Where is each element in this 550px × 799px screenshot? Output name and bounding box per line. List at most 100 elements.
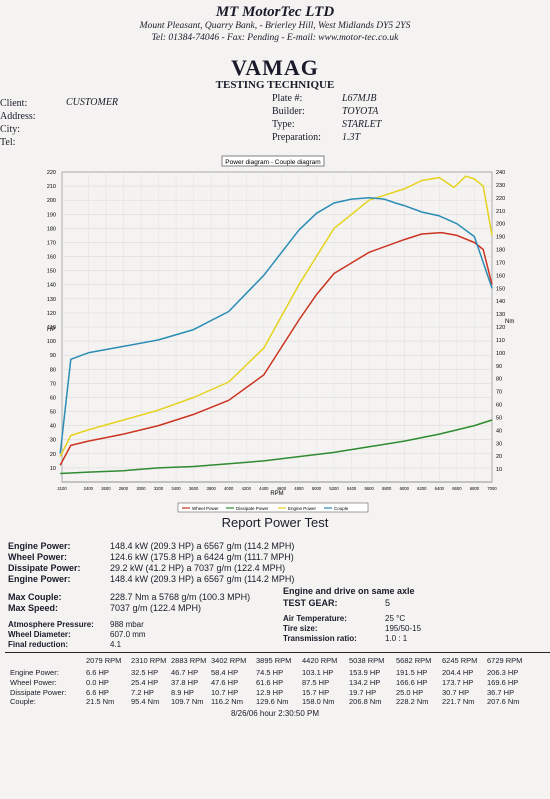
y-tick-left: 70 bbox=[50, 381, 56, 387]
y-tick-right: 140 bbox=[496, 299, 505, 305]
table-top-rule bbox=[5, 652, 550, 653]
company-name: MT MotorTec LTD bbox=[215, 4, 335, 20]
y-tick-left: 130 bbox=[47, 297, 56, 303]
x-tick: 6400 bbox=[435, 486, 445, 491]
power-chart: 10 20 30 40 50 60 70 80 90 100 110 120 130 140 150 160 1… bbox=[0, 150, 550, 515]
table-cell: 32.5 HP bbox=[131, 668, 159, 677]
preparation-value: 1.3T bbox=[342, 132, 361, 143]
x-tick: 5600 bbox=[364, 486, 374, 491]
table-cell: 47.6 HP bbox=[211, 678, 239, 687]
y-tick-right: 70 bbox=[496, 390, 502, 396]
y-tick-right: 100 bbox=[496, 351, 505, 357]
table-cell: 158.0 Nm bbox=[302, 697, 335, 706]
table-rpm-header: 3402 RPM bbox=[211, 656, 247, 665]
table-cell: 221.7 Nm bbox=[442, 697, 475, 706]
tire-size-value: 195/50-15 bbox=[385, 624, 422, 633]
y-tick-right: 170 bbox=[496, 260, 505, 266]
city-label: City: bbox=[0, 124, 21, 135]
y-tick-left: 10 bbox=[50, 466, 56, 472]
table-cell: 206.8 Nm bbox=[349, 697, 382, 706]
max-speed-value: 7037 g/m (122.4 MPH) bbox=[110, 603, 202, 613]
tel-label: Tel: bbox=[0, 137, 16, 148]
max-couple-value: 228.7 Nm a 5768 g/m (100.3 MPH) bbox=[110, 592, 251, 602]
series-line-engine-power bbox=[59, 175, 493, 457]
table-cell: 228.2 Nm bbox=[396, 697, 429, 706]
table-cell: 0.0 HP bbox=[86, 678, 109, 687]
builder-label: Builder: bbox=[272, 106, 305, 117]
x-tick: 4800 bbox=[294, 486, 304, 491]
table-row-label: Wheel Power: bbox=[10, 678, 57, 687]
table-cell: 87.5 HP bbox=[302, 678, 330, 687]
y-tick-right: 20 bbox=[496, 454, 502, 460]
engine-power-value: 148.4 kW (209.3 HP) a 6567 g/m (114.2 MP… bbox=[110, 541, 295, 551]
y-axis-label-left: HP bbox=[47, 327, 55, 333]
legend-entry: Engine Power bbox=[288, 506, 317, 511]
client-label: Client: bbox=[0, 98, 28, 109]
table-cell: 8.9 HP bbox=[171, 688, 194, 697]
table-cell: 36.7 HP bbox=[487, 688, 515, 697]
x-axis-label: RPM bbox=[270, 491, 283, 497]
y-tick-left: 40 bbox=[50, 424, 56, 430]
y-tick-left: 80 bbox=[50, 367, 56, 373]
table-row-label: Couple: bbox=[10, 697, 36, 706]
test-gear-label: TEST GEAR: bbox=[283, 598, 338, 608]
x-tick: 5000 bbox=[312, 486, 322, 491]
table-rpm-header: 2079 RPM bbox=[86, 656, 122, 665]
table-cell: 6.6 HP bbox=[86, 668, 109, 677]
table-cell: 129.6 Nm bbox=[256, 697, 289, 706]
y-tick-right: 240 bbox=[496, 170, 505, 176]
x-tick: 3000 bbox=[136, 486, 146, 491]
address-label: Address: bbox=[0, 111, 36, 122]
table-cell: 58.4 HP bbox=[211, 668, 239, 677]
x-tick: 5200 bbox=[329, 486, 339, 491]
x-tick: 3400 bbox=[171, 486, 181, 491]
tire-size-label: Tire size: bbox=[283, 624, 318, 633]
table-cell: 134.2 HP bbox=[349, 678, 381, 687]
y-tick-left: 170 bbox=[47, 240, 56, 246]
y-tick-left: 160 bbox=[47, 255, 56, 261]
table-row-label: Engine Power: bbox=[10, 668, 59, 677]
table-cell: 153.9 HP bbox=[349, 668, 381, 677]
table-rpm-header: 2310 RPM bbox=[131, 656, 167, 665]
y-axis-label-right: Nm bbox=[505, 319, 514, 325]
series-line-dissipate-power bbox=[60, 419, 493, 475]
table-cell: 103.1 HP bbox=[302, 668, 334, 677]
y-tick-left: 200 bbox=[47, 198, 56, 204]
x-tick: 6200 bbox=[417, 486, 427, 491]
company-contact: Tel: 01384-74046 - Fax: Pending - E-mail… bbox=[151, 33, 399, 43]
table-cell: 15.7 HP bbox=[302, 688, 330, 697]
table-cell: 61.6 HP bbox=[256, 678, 284, 687]
y-tick-left: 120 bbox=[47, 311, 56, 317]
x-tick: 5800 bbox=[382, 486, 392, 491]
y-tick-right: 190 bbox=[496, 235, 505, 241]
y-tick-right: 10 bbox=[496, 467, 502, 473]
preparation-label: Preparation: bbox=[272, 132, 321, 143]
table-rpm-header: 4420 RPM bbox=[302, 656, 338, 665]
report-timestamp: 8/26/06 hour 2:30:50 PM bbox=[230, 709, 320, 718]
x-tick: 2800 bbox=[119, 486, 129, 491]
table-cell: 21.5 Nm bbox=[86, 697, 115, 706]
air-temp-label: Air Temperature: bbox=[283, 614, 347, 623]
max-speed-label: Max Speed: bbox=[8, 603, 59, 613]
table-rpm-header: 5682 RPM bbox=[396, 656, 432, 665]
table-rpm-header: 6729 RPM bbox=[487, 656, 523, 665]
table-cell: 116.2 Nm bbox=[211, 697, 243, 706]
wheel-power-value: 124.6 kW (175.8 HP) a 6424 g/m (111.7 MP… bbox=[110, 552, 294, 562]
wheel-power-label: Wheel Power: bbox=[8, 552, 68, 562]
table-cell: 6.6 HP bbox=[86, 688, 109, 697]
y-tick-right: 80 bbox=[496, 377, 502, 383]
dissipate-power-label: Dissipate Power: bbox=[8, 563, 81, 573]
type-value: STARLET bbox=[342, 119, 382, 130]
table-cell: 30.7 HP bbox=[442, 688, 470, 697]
x-tick: 3600 bbox=[189, 486, 199, 491]
y-tick-right: 40 bbox=[496, 428, 502, 434]
engine-power-label: Engine Power: bbox=[8, 541, 71, 551]
legend-entry: Wheel Power bbox=[192, 506, 219, 511]
x-tick: 4000 bbox=[224, 486, 234, 491]
table-cell: 191.5 HP bbox=[396, 668, 428, 677]
engine-power-value-2: 148.4 kW (209.3 HP) a 6567 g/m (114.2 MP… bbox=[110, 574, 295, 584]
y-tick-right: 50 bbox=[496, 415, 502, 421]
y-tick-left: 180 bbox=[47, 226, 56, 232]
table-cell: 173.7 HP bbox=[442, 678, 474, 687]
y-tick-left: 210 bbox=[47, 184, 56, 190]
